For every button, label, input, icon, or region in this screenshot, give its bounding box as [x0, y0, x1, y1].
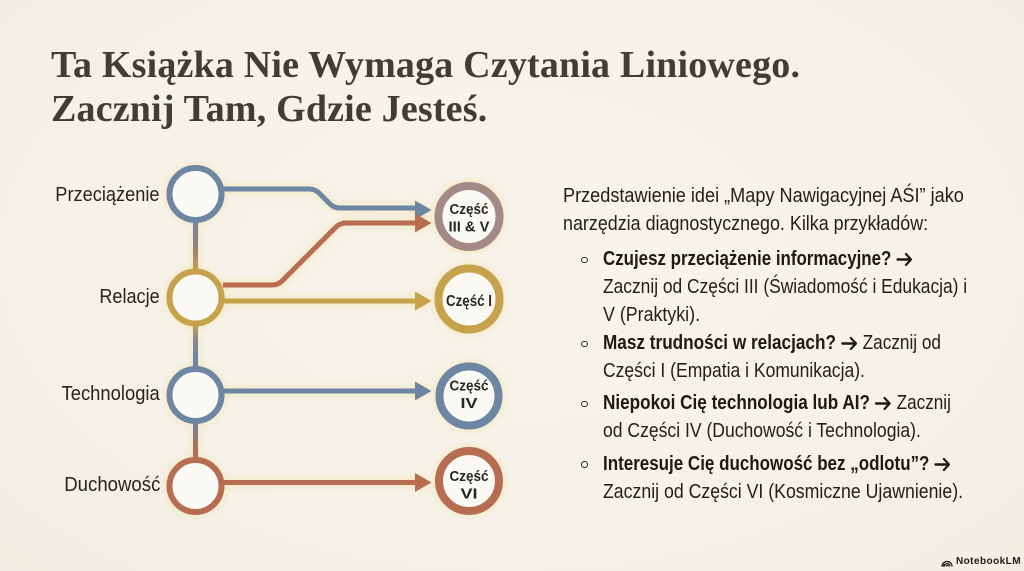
svg-text:Część I: Część I: [446, 293, 492, 310]
svg-text:III & V: III & V: [449, 220, 490, 236]
svg-text:IV: IV: [461, 396, 478, 412]
svg-text:Część: Część: [450, 202, 489, 218]
svg-text:Część: Część: [450, 469, 489, 485]
svg-text:Część: Część: [450, 379, 489, 395]
svg-text:VI: VI: [461, 487, 478, 503]
